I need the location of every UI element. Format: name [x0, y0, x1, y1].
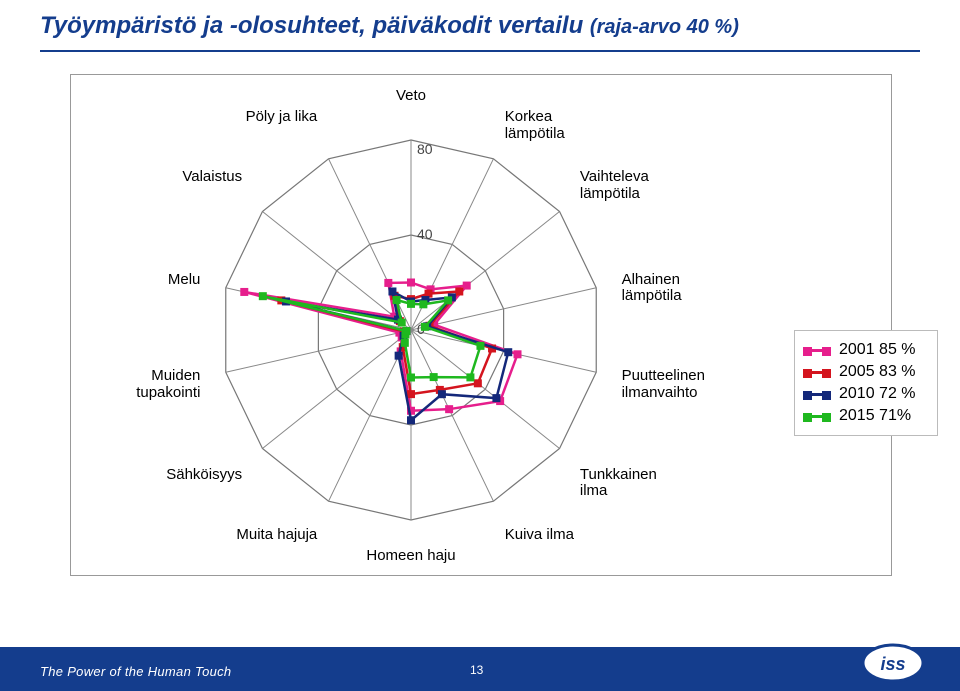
page-number: 13	[470, 663, 483, 677]
axis-label: Sähköisyys	[142, 467, 242, 484]
legend-label: 2001 85 %	[839, 341, 916, 359]
axis-label: Valaistus	[142, 169, 242, 186]
legend: 2001 85 % 2005 83 % 2010 72 % 2015 71%	[794, 330, 938, 436]
legend-swatch	[803, 393, 831, 396]
legend-item: 2001 85 %	[803, 341, 929, 359]
legend-label: 2010 72 %	[839, 385, 916, 403]
svg-text:80: 80	[417, 141, 433, 157]
title-sub: (raja-arvo 40 %)	[590, 16, 739, 38]
axis-label: Vaihtelevalämpötila	[580, 169, 680, 202]
legend-item: 2015 71%	[803, 407, 929, 425]
axis-label: Muidentupakointi	[100, 368, 200, 401]
title-rule	[40, 50, 920, 52]
axis-label: Puutteelinenilmanvaihto	[622, 368, 722, 401]
axis-label: Tunkkainenilma	[580, 467, 680, 500]
axis-label: Pöly ja lika	[217, 109, 317, 126]
iss-logo: iss	[858, 637, 928, 685]
title-main: Työympäristö ja -olosuhteet, päiväkodit …	[40, 12, 590, 39]
legend-label: 2005 83 %	[839, 363, 916, 381]
legend-swatch	[803, 371, 831, 374]
axis-label: Korkealämpötila	[505, 109, 605, 142]
footer-tagline: The Power of the Human Touch	[40, 664, 231, 679]
axis-label: Melu	[100, 272, 200, 289]
axis-label: Homeen haju	[361, 548, 461, 565]
legend-swatch	[803, 349, 831, 352]
axis-label: Veto	[361, 88, 461, 105]
radar-chart: 04080 VetoKorkealämpötilaVaihtelevalämpö…	[70, 74, 892, 576]
page-title: Työympäristö ja -olosuhteet, päiväkodit …	[40, 12, 739, 40]
axis-label: Kuiva ilma	[505, 527, 605, 544]
legend-label: 2015 71%	[839, 407, 911, 425]
axis-label: Muita hajuja	[217, 527, 317, 544]
radar-svg: 04080	[71, 75, 891, 575]
svg-text:40: 40	[417, 226, 433, 242]
legend-item: 2005 83 %	[803, 363, 929, 381]
logo-text: iss	[880, 654, 905, 674]
legend-item: 2010 72 %	[803, 385, 929, 403]
axis-label: Alhainenlämpötila	[622, 272, 722, 305]
legend-swatch	[803, 415, 831, 418]
